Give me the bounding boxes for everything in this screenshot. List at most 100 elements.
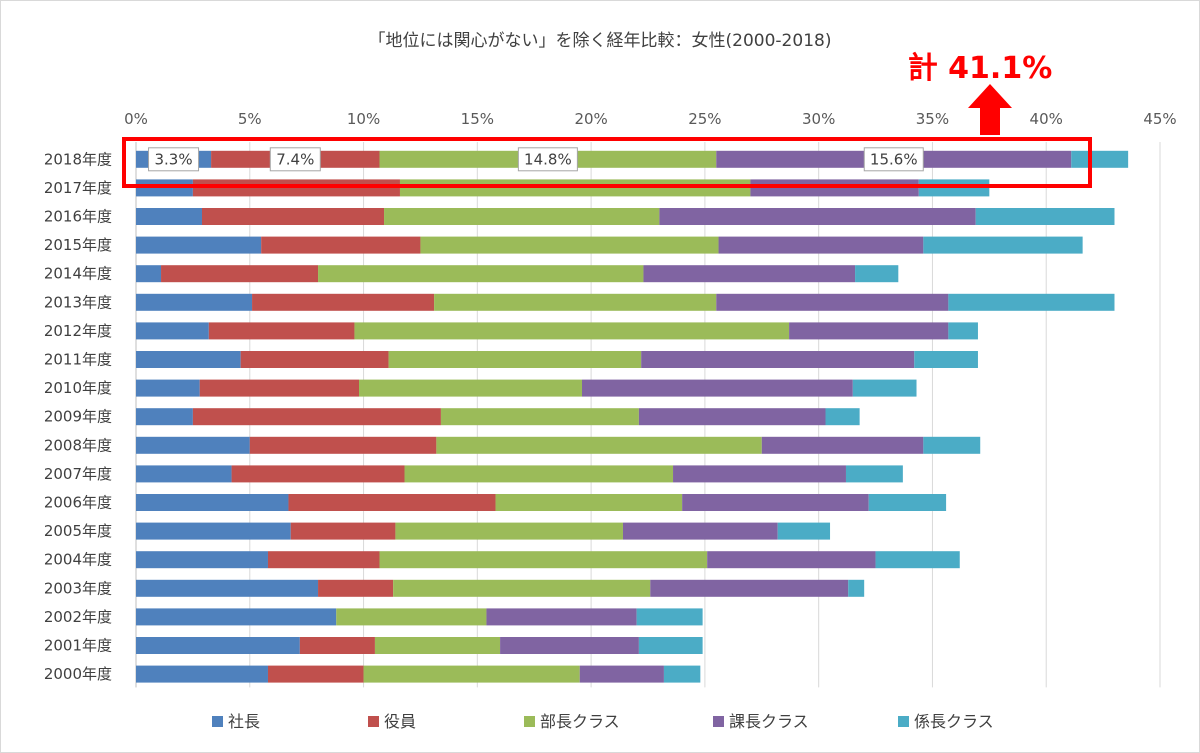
bar-segment-3 — [388, 351, 642, 368]
bar-segment-5 — [875, 551, 960, 569]
data-label-box — [863, 147, 924, 172]
bar-segment-3 — [495, 494, 683, 511]
bar-segment-1 — [136, 465, 232, 483]
bar-segment-1 — [136, 494, 289, 511]
bar-segment-2 — [249, 436, 437, 454]
x-tick-label: 25% — [688, 110, 721, 128]
bar-segment-2 — [290, 522, 396, 540]
category-label: 2001年度 — [44, 637, 112, 655]
bar-segment-4 — [579, 665, 664, 683]
category-label: 2004年度 — [44, 551, 112, 569]
bar-segment-1 — [136, 379, 200, 397]
bar-segment-4 — [707, 551, 876, 569]
bar-segment-2 — [231, 465, 405, 483]
category-label: 2006年度 — [44, 494, 112, 512]
bar-segment-3 — [359, 379, 583, 397]
bar-segment-2 — [199, 379, 360, 397]
x-tick-label: 5% — [238, 110, 262, 128]
x-tick-label: 20% — [574, 110, 607, 128]
bar-segment-5 — [868, 494, 947, 511]
legend-label: 係長クラス — [914, 712, 994, 731]
bar-segment-5 — [663, 665, 701, 683]
bar-segment-3 — [420, 236, 719, 254]
category-label: 2011年度 — [44, 351, 112, 369]
bar-segment-4 — [659, 208, 976, 225]
bar-segment-4 — [638, 408, 826, 426]
bar-segment-5 — [638, 637, 703, 654]
x-tick-label: 30% — [802, 110, 835, 128]
bar-segment-1 — [136, 408, 193, 426]
bar-segment-4 — [486, 608, 637, 626]
data-label: 3.3% — [154, 150, 192, 168]
bar-segment-2 — [318, 579, 394, 597]
bar-segment-2 — [192, 408, 441, 426]
bar-segment-4 — [716, 293, 949, 311]
bar-segment-5 — [914, 351, 978, 368]
data-label-box — [148, 147, 200, 172]
bar-segment-1 — [136, 351, 241, 368]
bar-segment-2 — [208, 322, 355, 340]
bar-segment-2 — [240, 351, 389, 368]
bar-segment-5 — [1071, 150, 1129, 168]
bar-segment-4 — [500, 637, 639, 654]
bar-segment-4 — [641, 351, 915, 368]
x-tick-label: 40% — [1030, 110, 1063, 128]
bar-segment-3 — [374, 637, 501, 654]
category-label: 2010年度 — [44, 379, 112, 397]
legend-label: 役員 — [384, 712, 416, 731]
bar-segment-4 — [673, 465, 846, 483]
legend-swatch — [212, 716, 223, 727]
bar-segment-1 — [136, 665, 268, 683]
highlight-box-2018 — [122, 137, 1092, 188]
x-tick-label: 15% — [461, 110, 494, 128]
category-label: 2005年度 — [44, 522, 112, 540]
bar-segment-3 — [440, 408, 639, 426]
legend-label: 社長 — [228, 712, 260, 731]
bar-segment-2 — [288, 494, 496, 511]
bar-segment-2 — [267, 665, 364, 683]
bar-segment-2 — [261, 236, 421, 254]
bar-segment-3 — [363, 665, 580, 683]
bar-segment-1 — [136, 608, 337, 626]
category-label: 2008年度 — [44, 436, 112, 454]
category-label: 2009年度 — [44, 408, 112, 426]
bar-segment-5 — [852, 379, 917, 397]
bar-segment-3 — [393, 579, 651, 597]
bar-segment-2 — [267, 551, 380, 569]
category-label: 2014年度 — [44, 265, 112, 283]
legend-swatch — [713, 716, 724, 727]
bar-segment-5 — [636, 608, 703, 626]
bar-segment-5 — [975, 208, 1115, 225]
bar-segment-5 — [948, 322, 978, 340]
bar-segment-1 — [136, 236, 262, 254]
bar-segment-5 — [777, 522, 831, 540]
x-tick-label: 0% — [124, 110, 148, 128]
bar-segment-1 — [136, 637, 300, 654]
bar-segment-1 — [136, 551, 268, 569]
bar-segment-5 — [845, 465, 903, 483]
category-label: 2017年度 — [44, 179, 112, 197]
bar-segment-4 — [761, 436, 924, 454]
up-arrow-icon — [968, 84, 1012, 135]
x-tick-label: 35% — [916, 110, 949, 128]
data-label-box — [269, 147, 321, 172]
total-annotation: 計 41.1% — [908, 51, 1053, 86]
chart-title: 「地位には関心がない」を除く経年比較：女性(2000-2018) — [369, 31, 832, 51]
bar-segment-4 — [789, 322, 949, 340]
category-label: 2015年度 — [44, 236, 112, 254]
bar-segment-1 — [136, 579, 319, 597]
data-label: 7.4% — [276, 150, 314, 168]
x-tick-label: 10% — [347, 110, 380, 128]
category-label: 2007年度 — [44, 465, 112, 483]
bar-segment-1 — [136, 436, 250, 454]
bar-segment-4 — [582, 379, 853, 397]
legend-swatch — [368, 716, 379, 727]
bar-segment-3 — [336, 608, 487, 626]
bar-segment-4 — [622, 522, 778, 540]
legend-swatch — [898, 716, 909, 727]
legend-label: 部長クラス — [540, 712, 620, 731]
category-label: 2003年度 — [44, 579, 112, 597]
data-label: 15.6% — [870, 150, 918, 168]
bar-segment-2 — [161, 265, 319, 283]
